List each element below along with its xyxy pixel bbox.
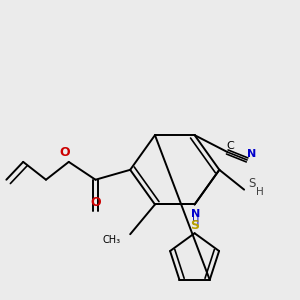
Text: N: N bbox=[191, 209, 200, 219]
Text: H: H bbox=[192, 217, 199, 227]
Text: CH₃: CH₃ bbox=[102, 235, 120, 245]
Text: O: O bbox=[59, 146, 70, 160]
Text: N: N bbox=[248, 149, 257, 159]
Text: H: H bbox=[256, 187, 264, 196]
Text: C: C bbox=[226, 141, 234, 151]
Text: O: O bbox=[90, 196, 101, 209]
Text: S: S bbox=[248, 177, 256, 190]
Text: S: S bbox=[190, 219, 199, 232]
